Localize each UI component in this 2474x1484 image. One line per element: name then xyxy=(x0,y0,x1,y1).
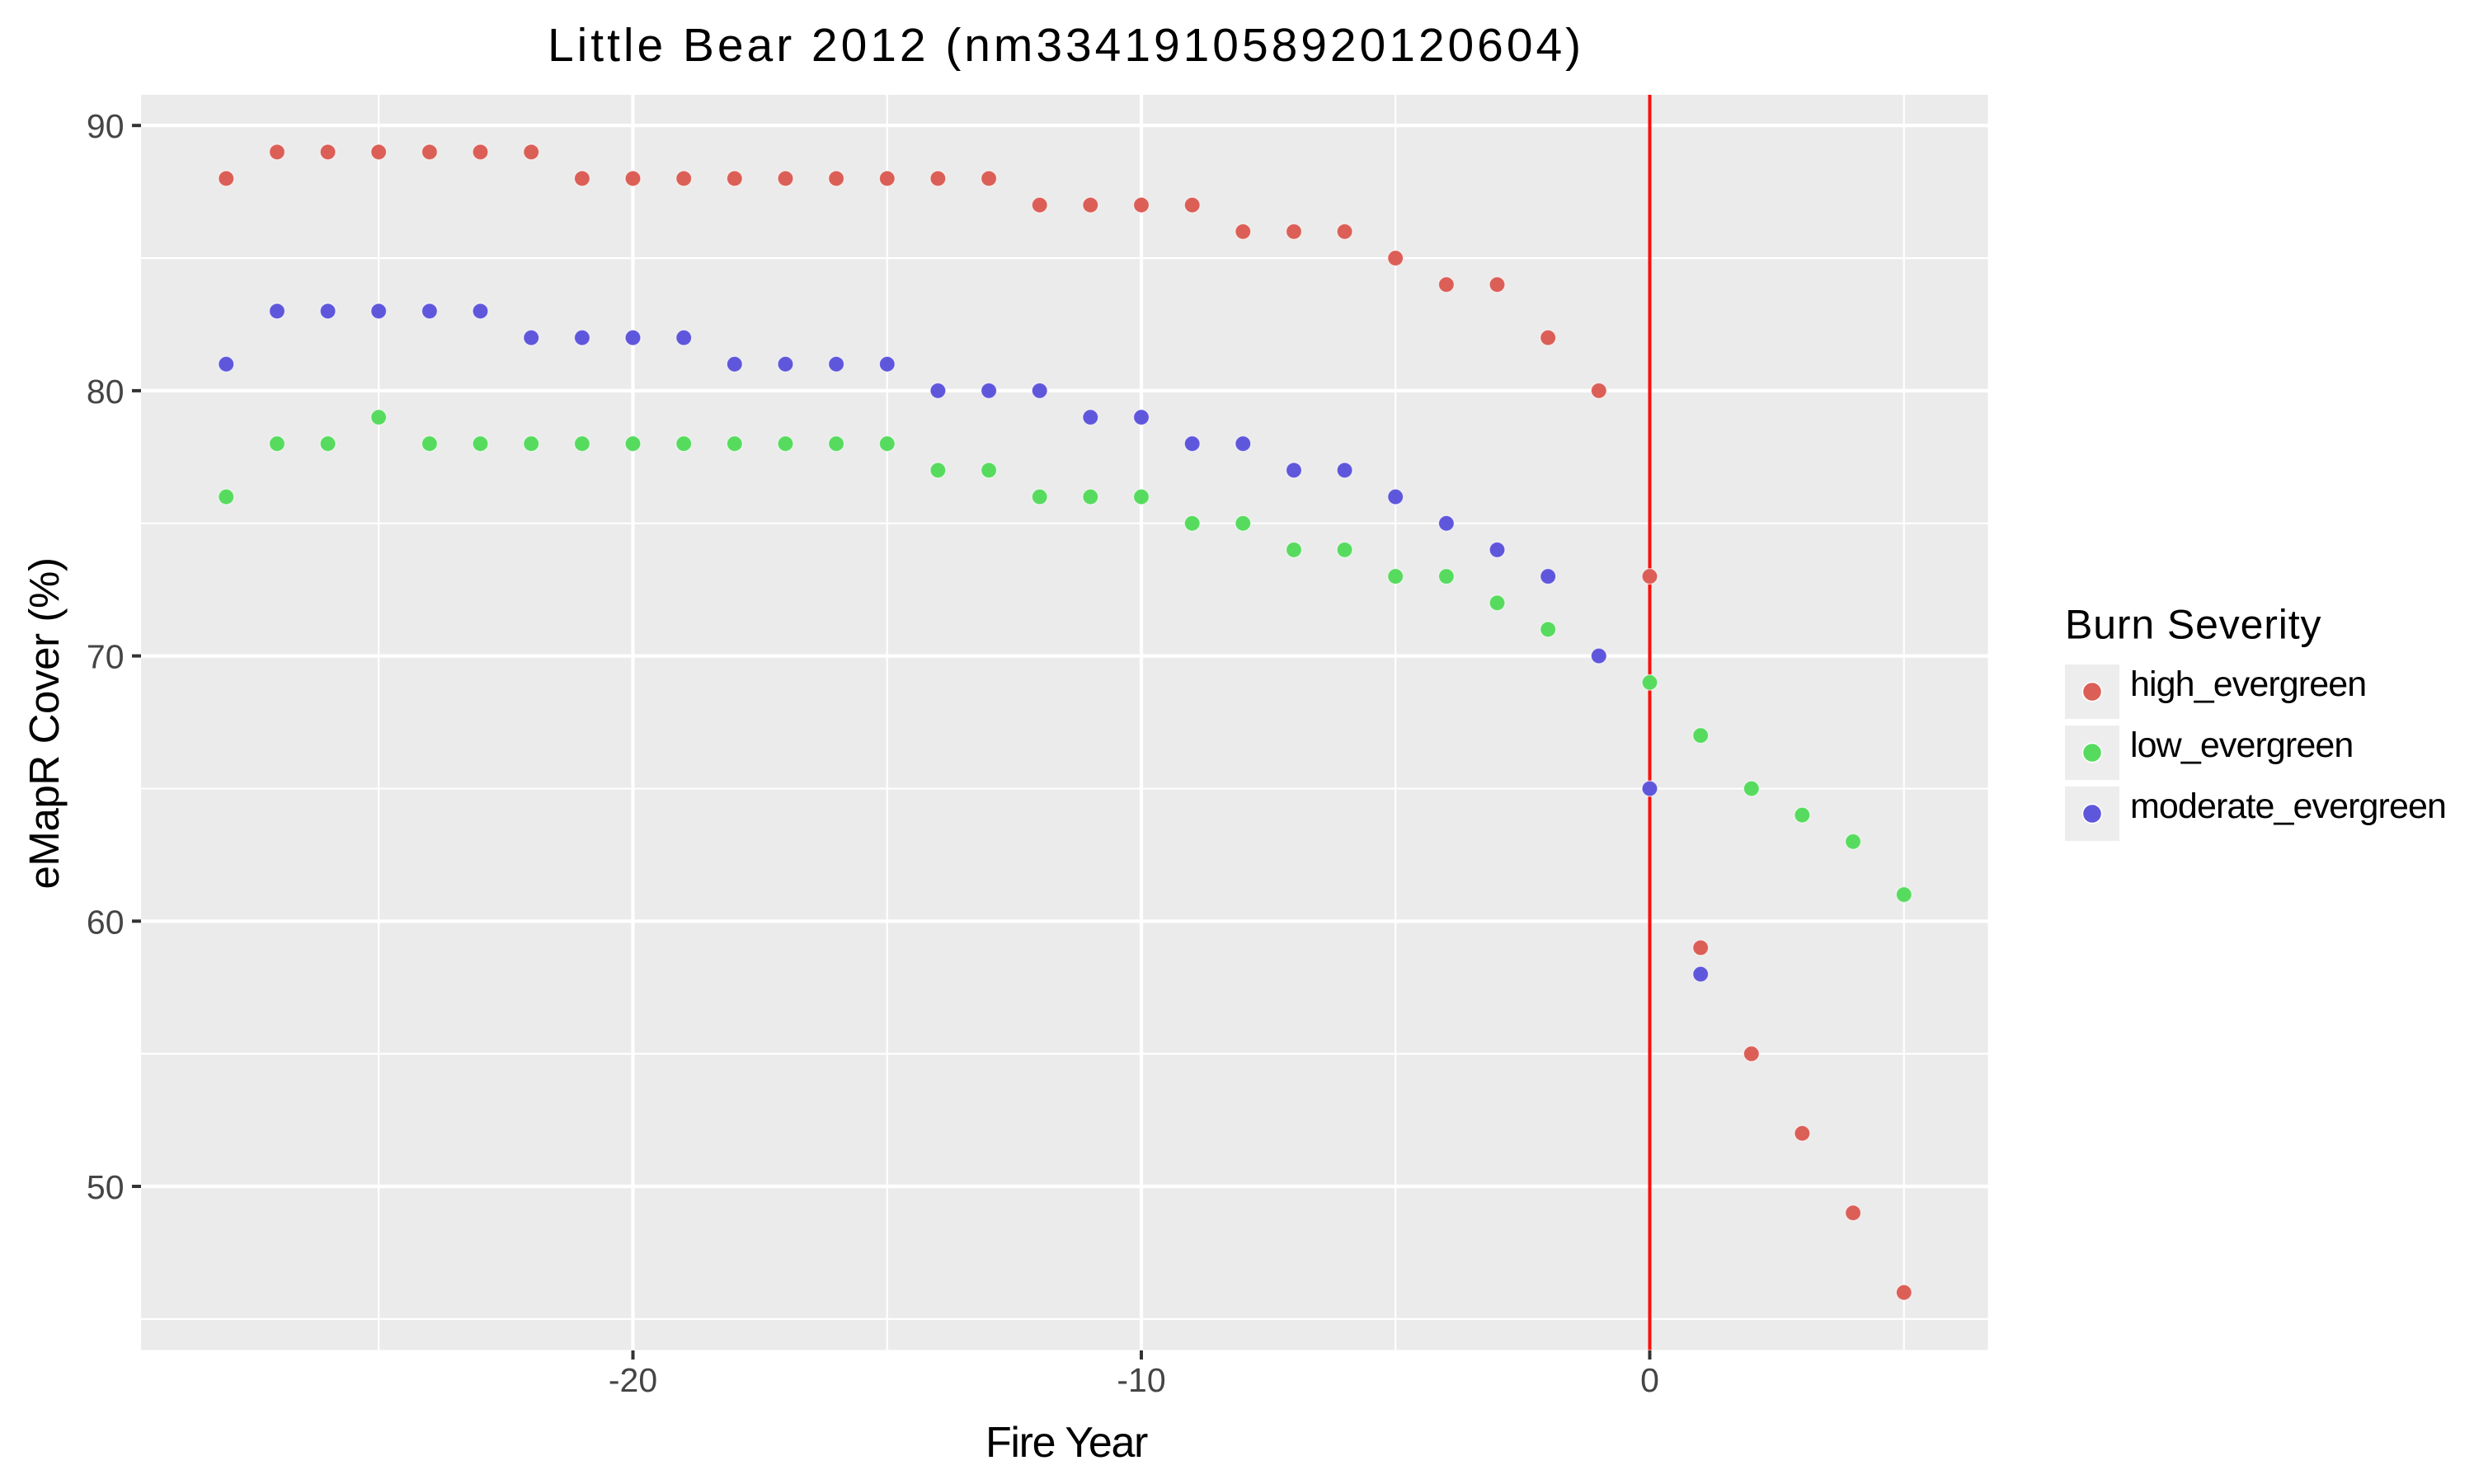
svg-text:low_evergreen: low_evergreen xyxy=(2130,726,2353,765)
svg-text:70: 70 xyxy=(87,638,125,676)
svg-text:-20: -20 xyxy=(609,1361,657,1399)
svg-text:0: 0 xyxy=(1640,1361,1659,1399)
svg-text:high_evergreen: high_evergreen xyxy=(2130,665,2366,704)
svg-text:50: 50 xyxy=(87,1168,125,1206)
svg-text:60: 60 xyxy=(87,903,125,941)
svg-text:80: 80 xyxy=(87,373,125,411)
svg-text:Burn Severity: Burn Severity xyxy=(2065,602,2321,648)
svg-text:90: 90 xyxy=(87,107,125,145)
svg-text:eMapR Cover (%): eMapR Cover (%) xyxy=(21,557,68,889)
svg-text:Fire Year: Fire Year xyxy=(985,1419,1148,1467)
svg-text:moderate_evergreen: moderate_evergreen xyxy=(2130,787,2446,826)
svg-text:Little Bear 2012 (nm3341910589: Little Bear 2012 (nm334191058920120604) xyxy=(548,19,1584,72)
svg-text:-10: -10 xyxy=(1117,1361,1165,1399)
